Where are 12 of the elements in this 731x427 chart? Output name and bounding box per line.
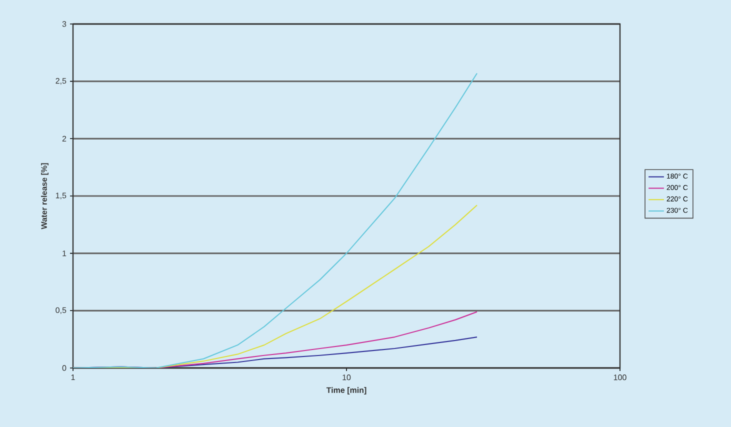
y-tick-label: 0,5	[56, 307, 66, 314]
x-tick-label: 1	[71, 374, 75, 380]
y-axis-title: Water release [%]	[41, 163, 48, 230]
x-axis-title: Time [min]	[326, 387, 366, 395]
y-tick-label: 1	[62, 250, 66, 256]
y-tick-label: 1,5	[56, 192, 66, 200]
y-tick-label: 0	[62, 365, 66, 371]
x-tick-label: 10	[342, 374, 351, 380]
y-tick-label: 2,5	[56, 78, 66, 85]
x-tick-label: 100	[614, 374, 626, 380]
y-tick-label: 3	[62, 21, 66, 27]
y-tick-label: 2	[62, 136, 66, 142]
